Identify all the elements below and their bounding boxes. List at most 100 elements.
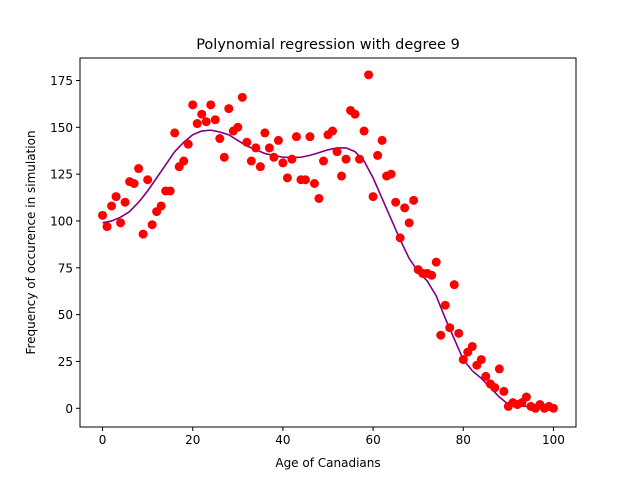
x-tick-label: 0 (99, 433, 107, 447)
data-point (499, 386, 509, 396)
data-point (102, 222, 112, 232)
x-tick-label: 20 (185, 433, 200, 447)
data-point (454, 328, 464, 338)
data-point (440, 300, 450, 310)
y-tick-label: 125 (50, 168, 73, 182)
data-point (143, 175, 153, 185)
data-point (400, 203, 410, 213)
data-point (282, 173, 292, 183)
data-point (107, 201, 117, 211)
x-tick-label: 60 (365, 433, 380, 447)
data-point (206, 100, 216, 110)
data-points-layer (98, 70, 558, 413)
y-tick-label: 150 (50, 121, 73, 135)
data-point (197, 109, 207, 119)
data-point (328, 126, 338, 136)
data-point (165, 186, 175, 196)
y-axis-ticks: 0 25 50 75 100 125 150 175 (50, 74, 80, 416)
data-point (458, 355, 468, 365)
data-point (170, 128, 180, 138)
data-point (255, 162, 265, 172)
data-point (314, 193, 324, 203)
x-axis-ticks: 0 20 40 60 80 100 (99, 427, 565, 447)
data-point (481, 371, 491, 381)
y-tick-label: 100 (50, 214, 73, 228)
data-point (192, 119, 202, 129)
data-point (377, 135, 387, 145)
data-point (436, 330, 446, 340)
x-tick-label: 80 (456, 433, 471, 447)
data-point (449, 280, 459, 290)
data-point (467, 341, 477, 351)
y-tick-label: 50 (58, 308, 73, 322)
data-point (278, 158, 288, 168)
data-point (476, 355, 486, 365)
data-point (156, 201, 166, 211)
y-tick-label: 75 (58, 261, 73, 275)
data-point (201, 117, 211, 127)
data-point (445, 323, 455, 333)
data-point (305, 132, 315, 142)
data-point (251, 143, 261, 153)
data-point (494, 364, 504, 374)
data-point (350, 109, 360, 119)
axes-frame (79, 57, 577, 428)
data-point (179, 156, 189, 166)
data-point (300, 175, 310, 185)
data-point (246, 156, 256, 166)
data-point (404, 218, 414, 228)
data-point (147, 220, 157, 230)
data-point (120, 197, 130, 207)
data-point (134, 164, 144, 174)
data-point (521, 392, 531, 402)
chart-title: Polynomial regression with degree 9 (196, 37, 460, 53)
data-point (332, 147, 342, 157)
data-point (237, 92, 247, 102)
data-point (368, 192, 378, 202)
data-point (260, 128, 270, 138)
y-tick-label: 0 (65, 402, 73, 416)
data-point (129, 179, 139, 188)
data-point (291, 132, 301, 142)
data-point (138, 229, 148, 239)
data-point (409, 195, 419, 205)
regression-line (102, 129, 554, 410)
x-axis-label: Age of Canadians (275, 456, 380, 470)
data-point (318, 156, 328, 166)
data-point (98, 210, 108, 220)
regression-line-layer (102, 129, 554, 410)
data-point (219, 152, 229, 162)
data-point (111, 192, 121, 202)
data-point (116, 218, 126, 228)
data-point (242, 137, 252, 147)
x-tick-label: 100 (542, 433, 565, 447)
y-tick-label: 25 (58, 355, 73, 369)
y-tick-label: 175 (50, 74, 73, 88)
data-point (264, 143, 274, 153)
data-point (188, 100, 198, 110)
data-point (183, 139, 193, 149)
data-point (431, 257, 441, 267)
data-point (548, 403, 558, 413)
data-point (273, 135, 283, 145)
data-point (373, 150, 383, 160)
data-point (355, 154, 365, 164)
plot-area (98, 70, 558, 413)
data-point (427, 270, 437, 280)
data-point (490, 383, 500, 393)
data-point (233, 122, 243, 132)
data-point (337, 171, 347, 181)
data-point (395, 233, 405, 243)
data-point (224, 104, 234, 114)
data-point (391, 197, 401, 207)
data-point (364, 70, 374, 80)
data-point (210, 115, 220, 125)
data-point (269, 152, 279, 162)
data-point (287, 154, 297, 164)
data-point (359, 126, 369, 136)
data-point (215, 134, 225, 144)
data-point (341, 154, 351, 164)
x-tick-label: 40 (275, 433, 290, 447)
